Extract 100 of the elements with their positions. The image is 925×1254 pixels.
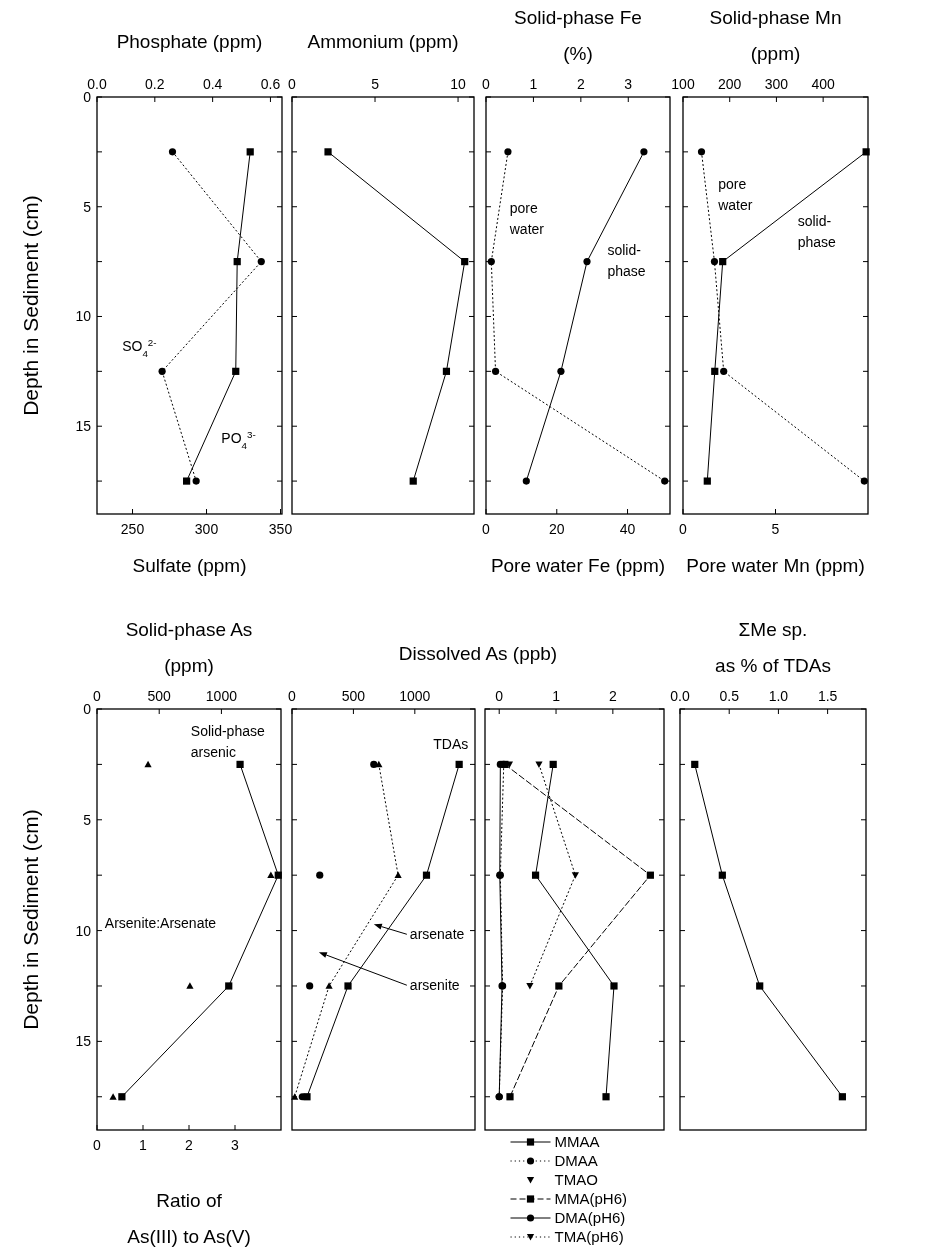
point [306, 982, 314, 990]
x-axis-title: Ammonium (ppm) [307, 31, 459, 52]
x2-axis-title: Solid-phase Fe (%) [514, 7, 642, 64]
x2-axis-title: Solid-phase As (ppm) [125, 619, 253, 676]
y-tick-label: 15 [75, 1033, 92, 1050]
x-tick-label: 0 [495, 688, 504, 704]
point [571, 872, 579, 879]
point [158, 367, 166, 375]
x-tick-label: 0 [93, 1137, 102, 1153]
x-tick-label: 300 [194, 521, 219, 537]
x-tick-label: 250 [120, 521, 145, 537]
point [610, 982, 618, 990]
point [549, 760, 557, 768]
annotation: solid- phase [607, 242, 646, 280]
x-tick-label: 1.0 [768, 688, 789, 704]
x-tick-label: 0.0 [670, 688, 690, 704]
x-tick-label: 1 [552, 688, 561, 704]
x-axis-title: Ratio of As(III) to As(V) [127, 1190, 251, 1247]
point [186, 982, 194, 989]
point [697, 148, 706, 156]
point [344, 982, 352, 990]
point [370, 760, 378, 768]
x-tick-label: 40 [619, 521, 636, 537]
legend-label: TMA(pH6) [554, 1228, 624, 1245]
point [168, 148, 177, 156]
x2-axis-title: Solid-phase Mn (ppm) [709, 7, 842, 64]
x2-axis-title: Phosphate (ppm) [116, 31, 263, 52]
x-tick-label: 500 [341, 688, 366, 704]
point [555, 982, 563, 990]
annotation: Solid-phase arsenic [190, 722, 265, 760]
legend-label: DMAA [554, 1152, 598, 1169]
annotation: pore water [717, 176, 753, 214]
y-tick-label: 10 [75, 922, 92, 939]
x-tick-label: 3 [231, 1137, 240, 1153]
x-tick-label: 1 [139, 1137, 148, 1153]
y-tick-label: 0 [83, 89, 92, 105]
annotation: TDAs [433, 735, 469, 752]
x-axis-title: Pore water Mn (ppm) [686, 555, 865, 576]
legend-label: DMA(pH6) [554, 1209, 626, 1226]
point [442, 367, 451, 375]
point [718, 871, 726, 879]
x2-tick-label: 400 [811, 76, 836, 92]
y-axis-title: Depth in Sediment (cm) [19, 809, 42, 1030]
point [504, 148, 512, 156]
point [109, 1093, 117, 1100]
point [756, 982, 764, 990]
x2-tick-label: 0.4 [202, 76, 223, 92]
point [394, 871, 402, 879]
point [324, 148, 332, 156]
x-tick-label: 1000 [399, 688, 431, 704]
x-tick-label: 0 [288, 688, 297, 704]
x2-tick-label: 0.2 [145, 76, 165, 92]
x2-tick-label: 0.6 [260, 76, 281, 92]
annotation: arsenite [409, 977, 460, 994]
point [409, 477, 417, 485]
point [267, 871, 275, 879]
point [646, 871, 654, 879]
point [422, 871, 431, 879]
x2-tick-label: 200 [718, 76, 742, 92]
point [720, 367, 728, 375]
y-tick-label: 0 [83, 701, 92, 717]
point [602, 1093, 610, 1101]
x-tick-label: 0 [482, 521, 491, 537]
x-tick-label: 2 [608, 688, 617, 704]
x-tick-label: 2 [185, 1137, 194, 1153]
y-tick-label: 15 [75, 418, 92, 435]
point [710, 258, 719, 266]
point [257, 258, 265, 266]
x-tick-label: 20 [548, 521, 565, 537]
point [192, 477, 200, 485]
legend-label: MMA(pH6) [554, 1190, 628, 1207]
x-axis-title: Pore water Fe (ppm) [490, 555, 666, 576]
annotation: pore water [508, 200, 545, 238]
x-axis-title: ΣMe sp. as % of TDAs [715, 619, 831, 676]
point [455, 760, 463, 768]
annotation: arsenate [409, 926, 465, 943]
y-axis-title: Depth in Sediment (cm) [19, 195, 42, 416]
x-tick-label: 5 [771, 521, 780, 537]
y-tick-label: 10 [75, 308, 92, 325]
point [325, 982, 333, 989]
point [531, 871, 540, 879]
x-tick-label: 5 [371, 76, 380, 92]
point [316, 871, 324, 879]
point [526, 983, 534, 990]
x-tick-label: 0 [679, 521, 688, 537]
x-tick-label: 0.5 [719, 688, 740, 704]
point [506, 1093, 514, 1101]
y-tick-label: 5 [83, 198, 92, 215]
legend-label: MMAA [554, 1133, 600, 1150]
point [838, 1093, 846, 1101]
x-tick-label: 10 [450, 76, 467, 92]
x2-tick-label: 100 [671, 76, 695, 92]
x-axis-title: Sulfate (ppm) [132, 555, 247, 576]
x-axis-title: Dissolved As (ppb) [398, 643, 558, 664]
annotation: solid- phase [797, 213, 837, 251]
x-tick-label: 1.5 [817, 688, 838, 704]
point [144, 760, 152, 768]
x-tick-label: 0 [288, 76, 297, 92]
point [298, 1093, 306, 1101]
annotation: Arsenite:Arsenate [104, 914, 217, 931]
